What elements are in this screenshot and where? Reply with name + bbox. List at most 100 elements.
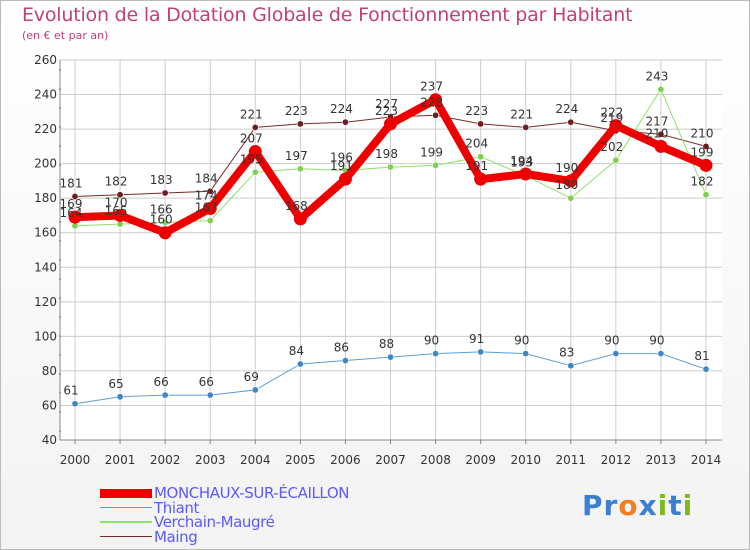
data-point-monchaux-sur-caillon — [248, 145, 262, 159]
data-point-monchaux-sur-caillon — [564, 174, 578, 188]
logo-letter: x — [638, 489, 658, 522]
y-tick-label: 140 — [34, 260, 57, 274]
x-tick-label: 2002 — [150, 453, 181, 467]
data-label-maing: 223 — [285, 104, 308, 118]
data-label-maing: 227 — [375, 97, 398, 111]
logo-letter: i — [657, 489, 669, 522]
y-tick-label: 60 — [42, 398, 57, 412]
data-label-monchaux-sur-caillon: 174 — [195, 189, 218, 203]
data-label-maing: 221 — [240, 107, 263, 121]
data-label-verchain-maugr-: 167 — [195, 201, 218, 215]
data-label-maing: 228 — [420, 95, 443, 109]
data-label-monchaux-sur-caillon: 223 — [375, 104, 398, 118]
data-label-verchain-maugr-: 202 — [600, 140, 623, 154]
data-point-maing — [206, 187, 214, 195]
data-label-thiant: 90 — [424, 334, 439, 348]
data-label-thiant: 66 — [199, 375, 214, 389]
data-label-verchain-maugr-: 199 — [420, 145, 443, 159]
data-label-monchaux-sur-caillon: 170 — [105, 195, 128, 209]
logo-letter: r — [603, 489, 619, 522]
data-point-thiant — [296, 360, 304, 368]
data-label-verchain-maugr-: 180 — [555, 178, 578, 192]
data-label-monchaux-sur-caillon: 191 — [330, 159, 353, 173]
data-label-thiant: 69 — [244, 370, 259, 384]
data-point-maing — [432, 111, 440, 119]
data-point-verchain-maugr- — [386, 163, 394, 171]
data-label-verchain-maugr-: 198 — [375, 147, 398, 161]
data-label-maing: 183 — [150, 173, 173, 187]
y-tick-label: 80 — [42, 364, 57, 378]
data-label-thiant: 88 — [379, 337, 394, 351]
data-label-maing: 184 — [195, 171, 218, 185]
data-point-thiant — [522, 350, 530, 358]
data-label-verchain-maugr-: 193 — [510, 156, 533, 170]
legend-swatch — [100, 535, 152, 538]
data-point-monchaux-sur-caillon — [338, 172, 352, 186]
data-point-thiant — [71, 400, 79, 408]
data-point-maing — [251, 123, 259, 131]
data-label-thiant: 61 — [63, 384, 78, 398]
data-label-thiant: 83 — [559, 346, 574, 360]
logo-letter: P — [582, 489, 604, 522]
y-tick-label: 260 — [34, 53, 57, 67]
y-tick-label: 240 — [34, 88, 57, 102]
data-label-monchaux-sur-caillon: 237 — [420, 80, 443, 94]
data-point-verchain-maugr- — [161, 218, 169, 226]
data-point-maing — [341, 118, 349, 126]
x-tick-label: 2000 — [60, 453, 91, 467]
data-point-thiant — [251, 386, 259, 394]
proxiti-logo: Proxiti — [582, 489, 693, 522]
data-label-thiant: 65 — [108, 377, 123, 391]
data-point-verchain-maugr- — [251, 168, 259, 176]
data-point-thiant — [206, 391, 214, 399]
data-label-verchain-maugr-: 166 — [150, 202, 173, 216]
data-point-monchaux-sur-caillon — [113, 208, 127, 222]
y-tick-label: 200 — [34, 157, 57, 171]
data-point-monchaux-sur-caillon — [158, 226, 172, 240]
data-label-thiant: 84 — [289, 344, 304, 358]
data-point-monchaux-sur-caillon — [519, 167, 533, 181]
data-point-verchain-maugr- — [432, 161, 440, 169]
logo-letter: t — [668, 489, 683, 522]
data-label-verchain-maugr-: 204 — [465, 137, 488, 151]
data-point-thiant — [702, 365, 710, 373]
data-label-monchaux-sur-caillon: 168 — [285, 199, 308, 213]
x-tick-label: 2009 — [465, 453, 496, 467]
data-label-maing: 223 — [465, 104, 488, 118]
data-label-monchaux-sur-caillon: 169 — [60, 197, 83, 211]
data-label-monchaux-sur-caillon: 191 — [465, 159, 488, 173]
y-tick-label: 100 — [34, 329, 57, 343]
x-tick-label: 2005 — [285, 453, 316, 467]
data-point-verchain-maugr- — [702, 191, 710, 199]
data-point-thiant — [612, 350, 620, 358]
data-point-maing — [296, 120, 304, 128]
data-point-maing — [71, 192, 79, 200]
x-tick-label: 2001 — [105, 453, 136, 467]
x-tick-label: 2003 — [195, 453, 226, 467]
data-label-monchaux-sur-caillon: 199 — [691, 145, 714, 159]
data-point-verchain-maugr- — [567, 194, 575, 202]
y-tick-label: 120 — [34, 295, 57, 309]
data-label-monchaux-sur-caillon: 210 — [645, 126, 668, 140]
data-point-thiant — [477, 348, 485, 356]
legend-label: MONCHAUX-SUR-ÉCAILLON — [154, 484, 350, 502]
data-point-monchaux-sur-caillon — [203, 202, 217, 216]
data-label-verchain-maugr-: 195 — [240, 152, 263, 166]
data-point-monchaux-sur-caillon — [68, 210, 82, 224]
data-point-thiant — [161, 391, 169, 399]
data-label-verchain-maugr-: 165 — [105, 204, 128, 218]
data-point-thiant — [432, 350, 440, 358]
data-point-monchaux-sur-caillon — [699, 158, 713, 172]
data-label-maing: 217 — [645, 114, 668, 128]
data-label-maing: 181 — [60, 176, 83, 190]
data-point-maing — [702, 142, 710, 150]
data-point-monchaux-sur-caillon — [384, 117, 397, 131]
data-point-maing — [116, 191, 124, 199]
data-point-thiant — [341, 357, 349, 365]
data-label-verchain-maugr-: 196 — [330, 151, 353, 165]
data-point-monchaux-sur-caillon — [609, 119, 623, 133]
data-label-maing: 224 — [555, 102, 578, 116]
data-label-thiant: 90 — [514, 334, 529, 348]
data-label-thiant: 81 — [694, 349, 709, 363]
data-point-thiant — [567, 362, 575, 370]
